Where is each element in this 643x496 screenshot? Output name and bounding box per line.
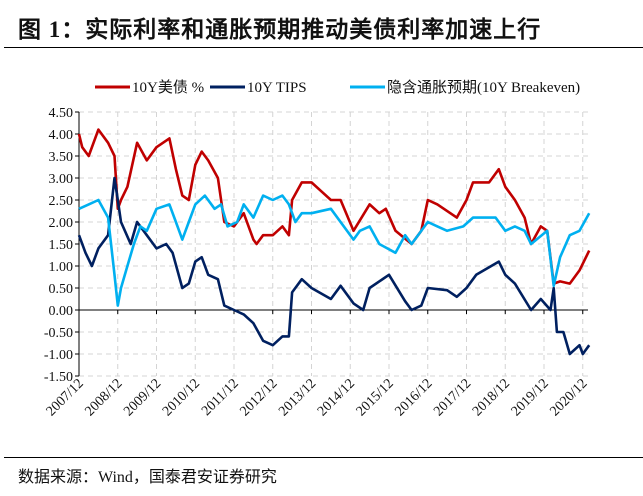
legend-label-2: 隐含通胀预期(10Y Breakeven) bbox=[387, 79, 580, 96]
y-tick-label: -1.50 bbox=[44, 370, 73, 385]
y-tick-label: 1.00 bbox=[49, 260, 74, 275]
x-tick-label: 2011/12 bbox=[199, 376, 242, 419]
title-divider bbox=[4, 47, 643, 48]
x-tick-label: 2009/12 bbox=[121, 376, 164, 419]
y-tick-label: 3.00 bbox=[49, 172, 74, 187]
series-line-0 bbox=[77, 128, 591, 285]
x-tick-label: 2020/12 bbox=[548, 376, 591, 419]
legend-label-1: 10Y TIPS bbox=[247, 80, 307, 96]
x-tick-label: 2017/12 bbox=[431, 376, 474, 419]
x-tick-label: 2015/12 bbox=[354, 376, 397, 419]
footer-divider bbox=[4, 457, 643, 458]
series-line-2 bbox=[78, 194, 591, 307]
x-tick-label: 2012/12 bbox=[238, 376, 281, 419]
x-tick-label: 2019/12 bbox=[509, 376, 552, 419]
x-tick-label: 2016/12 bbox=[393, 376, 436, 419]
x-tick-label: 2010/12 bbox=[160, 376, 203, 419]
y-tick-label: 0.00 bbox=[49, 304, 74, 319]
y-tick-label: 4.50 bbox=[49, 106, 74, 121]
legend-label-0: 10Y美债 % bbox=[132, 79, 204, 96]
x-tick-label: 2014/12 bbox=[315, 376, 358, 419]
y-tick-label: 0.50 bbox=[49, 282, 74, 297]
x-tick-label: 2018/12 bbox=[470, 376, 513, 419]
x-tick-label: 2013/12 bbox=[276, 376, 319, 419]
y-tick-label: 4.00 bbox=[49, 128, 74, 143]
x-tick-label: 2008/12 bbox=[83, 376, 126, 419]
y-tick-label: -0.50 bbox=[44, 326, 73, 341]
y-tick-label: -1.00 bbox=[44, 348, 73, 363]
figure-title: 图 1：实际利率和通胀预期推动美债利率加速上行 bbox=[18, 17, 542, 42]
y-tick-label: 1.50 bbox=[49, 238, 74, 253]
source-note: 数据来源：Wind，国泰君安证券研究 bbox=[18, 469, 277, 486]
y-tick-label: 2.00 bbox=[49, 216, 74, 231]
y-tick-label: 3.50 bbox=[49, 150, 74, 165]
y-tick-label: 2.50 bbox=[49, 194, 74, 209]
